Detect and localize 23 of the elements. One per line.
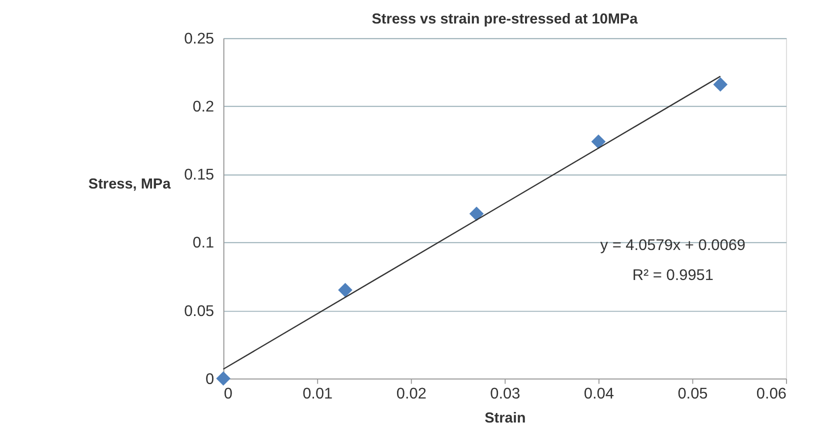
y-tick-label: 0.2 — [192, 98, 214, 116]
y-tick-label: 0 — [206, 370, 214, 388]
y-tick-label: 0.1 — [192, 234, 214, 252]
x-tick-label: 0.01 — [302, 385, 333, 402]
x-tick-label: 0.02 — [396, 385, 426, 402]
point — [713, 77, 728, 92]
annotation: R² = 0.9951 — [632, 266, 714, 284]
chart-title: Stress vs strain pre-stressed at 10MPa — [372, 12, 639, 28]
x-tick-label: 0.03 — [490, 385, 520, 402]
point — [338, 282, 352, 298]
y-tick-label: 0.25 — [184, 30, 214, 48]
point — [216, 371, 231, 386]
y-tick-label: 0.15 — [184, 166, 214, 184]
x-tick-label: 0 — [224, 385, 232, 402]
x-tick-label: 0.05 — [678, 385, 708, 402]
y-axis-title: Stress, MPa — [88, 176, 172, 193]
point — [469, 206, 484, 221]
x-axis-title: Strain — [484, 410, 526, 426]
x-tick-label: 0.04 — [584, 385, 614, 402]
point — [591, 134, 606, 149]
x-tick-label: 0.06 — [756, 385, 787, 402]
y-tick-label: 0.05 — [184, 302, 214, 320]
annotation: y = 4.0579x + 0.0069 — [600, 236, 746, 254]
